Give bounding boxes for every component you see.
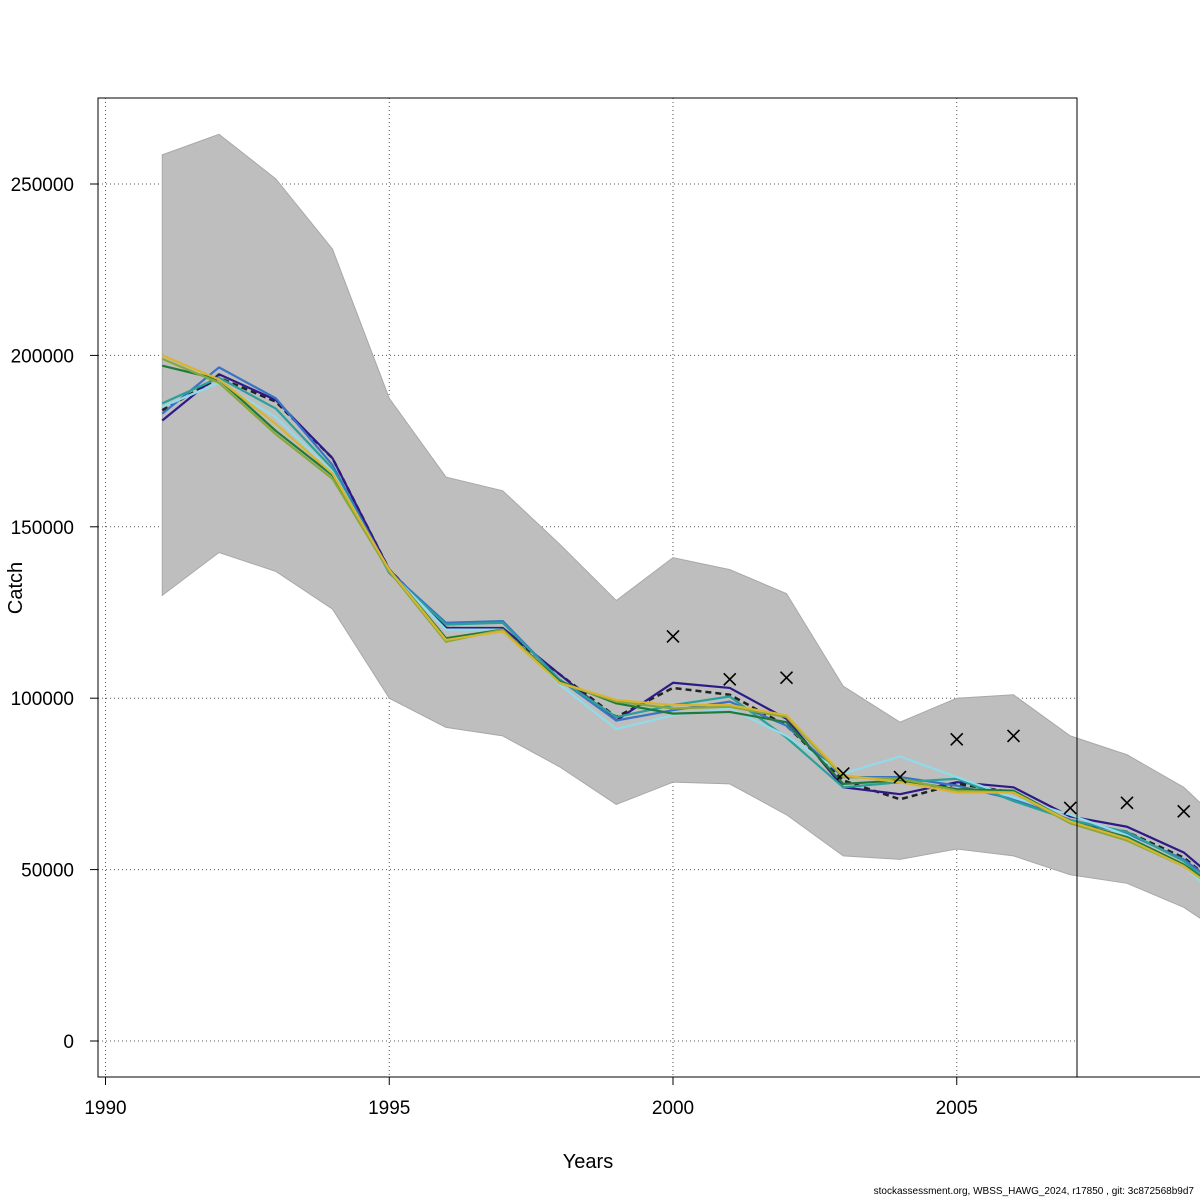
axes: 1990199520002005201020152020050000100000… [11,175,1200,1119]
observed-point [1120,796,1134,810]
y-tick-label: 50000 [21,861,74,882]
observed-point [950,732,964,746]
x-tick-label: 1990 [84,1098,126,1119]
x-tick-label: 2005 [936,1098,978,1119]
observed-point [723,672,737,686]
observed-point [1063,801,1077,815]
y-tick-label: 200000 [11,346,74,367]
series-layer [161,354,1200,883]
observed-point [1006,729,1021,743]
observed-point [893,770,907,784]
observed-point [1177,804,1191,818]
x-tick-label: 2000 [652,1098,694,1119]
series-line-4 [161,376,1200,877]
confidence-band-layer [161,133,1200,919]
series-line-2 [161,373,1200,868]
x-tick-label: 1995 [368,1098,410,1119]
y-tick-label: 0 [63,1032,74,1053]
y-tick-label: 150000 [11,518,74,539]
observed-point [779,671,794,685]
footer-credit: stockassessment.org, WBSS_HAWG_2024, r17… [873,1186,1194,1197]
x-axis-title: Years [563,1151,613,1173]
y-tick-label: 100000 [11,689,74,710]
series-line-8 [161,354,1200,880]
y-tick-label: 250000 [11,175,74,196]
observed-point [836,767,850,781]
observed-point [666,629,680,644]
confidence-band [161,133,1200,919]
observed-points-layer [666,629,1191,818]
y-axis-title: Catch [5,562,27,614]
